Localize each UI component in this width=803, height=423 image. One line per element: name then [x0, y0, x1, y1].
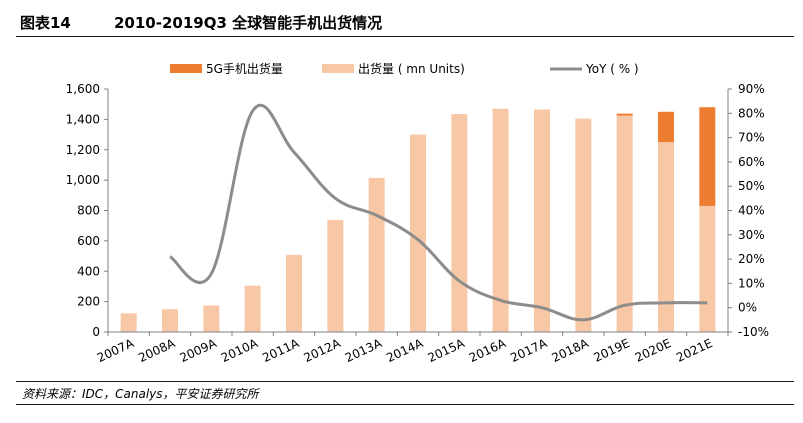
source-note: 资料来源：IDC，Canalys，平安证券研究所 — [22, 387, 259, 401]
x-tick-label: 2010A — [219, 336, 261, 365]
legend-label: YoY ( % ) — [585, 62, 639, 76]
legend-label: 5G手机出货量 — [206, 61, 283, 76]
x-tick-label: 2007A — [95, 336, 137, 365]
yoy-line — [169, 103, 708, 322]
x-tick-label: 2019E — [591, 336, 631, 365]
y-left-tick-label: 400 — [77, 264, 100, 278]
legend-swatch — [170, 64, 202, 73]
y-left-tick-label: 200 — [77, 295, 100, 309]
legend-label: 出货量 ( mn Units) — [358, 61, 465, 76]
y-right-tick-label: -10% — [738, 325, 769, 339]
y-right-tick-label: 60% — [738, 155, 765, 169]
legend-swatch — [322, 64, 354, 73]
bar-shipments-2011A — [286, 254, 302, 332]
x-tick-label: 2014A — [384, 336, 426, 365]
x-tick-label: 2009A — [178, 336, 220, 365]
y-right-tick-label: 70% — [738, 131, 765, 145]
bar-shipments-2014A — [410, 134, 426, 332]
figure-title: 2010-2019Q3 全球智能手机出货情况 — [114, 14, 383, 32]
x-tick-label: 2013A — [343, 336, 385, 365]
source-bar: 资料来源：IDC，Canalys，平安证券研究所 — [16, 381, 794, 405]
y-right-tick-label: 50% — [738, 179, 765, 193]
y-left-tick-label: 1,000 — [66, 173, 100, 187]
bar-shipments-2013A — [368, 177, 385, 332]
x-tick-label: 2011A — [260, 336, 302, 365]
y-left-tick-label: 1,600 — [66, 82, 100, 96]
y-right-tick-label: 90% — [738, 82, 765, 96]
bar-shipments-2010A — [244, 285, 261, 332]
y-left-tick-label: 0 — [92, 325, 100, 339]
bar-5g-2019E — [616, 113, 633, 116]
x-tick-label: 2018A — [550, 336, 592, 365]
y-left-tick-label: 1,200 — [66, 143, 100, 157]
bar-shipments-2018A — [575, 118, 592, 332]
figure-number: 图表14 — [20, 14, 71, 32]
bars-group — [120, 107, 716, 333]
bar-shipments-2012A — [327, 219, 344, 332]
bar-shipments-2008A — [162, 309, 178, 332]
y-left-tick-label: 600 — [77, 234, 100, 248]
bar-shipments-2017A — [534, 109, 550, 332]
x-tick-label: 2021E — [674, 336, 714, 365]
x-tick-label: 2020E — [633, 336, 673, 365]
x-tick-label: 2017A — [508, 336, 550, 365]
x-tick-label: 2008A — [136, 336, 178, 365]
y-right-tick-label: 0% — [738, 301, 757, 315]
bar-shipments-2009A — [203, 305, 220, 332]
bar-shipments-2016A — [492, 108, 509, 333]
bar-shipments-2015A — [451, 114, 468, 332]
bar-shipments-2007A — [120, 313, 137, 332]
y-left-tick-label: 800 — [77, 204, 100, 218]
bar-5g-2020E — [658, 111, 674, 143]
y-left-tick-label: 1,400 — [66, 112, 100, 126]
figure-title-bar: 图表14 2010-2019Q3 全球智能手机出货情况 — [16, 6, 794, 37]
bar-shipments-2021E — [699, 205, 716, 332]
bar-shipments-2019E — [616, 115, 633, 332]
bar-shipments-2020E — [658, 142, 674, 332]
legend: 5G手机出货量 出货量 ( mn Units) YoY ( % ) — [170, 61, 639, 76]
y-right-tick-label: 40% — [738, 204, 765, 218]
y-right-tick-label: 80% — [738, 106, 765, 120]
y-right-tick-label: 20% — [738, 252, 765, 266]
x-tick-label: 2016A — [467, 336, 509, 365]
y-right-tick-label: 10% — [738, 276, 765, 290]
y-right-tick-label: 30% — [738, 228, 765, 242]
x-tick-label: 2012A — [302, 336, 344, 365]
x-tick-label: 2015A — [426, 336, 468, 365]
bar-5g-2021E — [699, 107, 716, 206]
